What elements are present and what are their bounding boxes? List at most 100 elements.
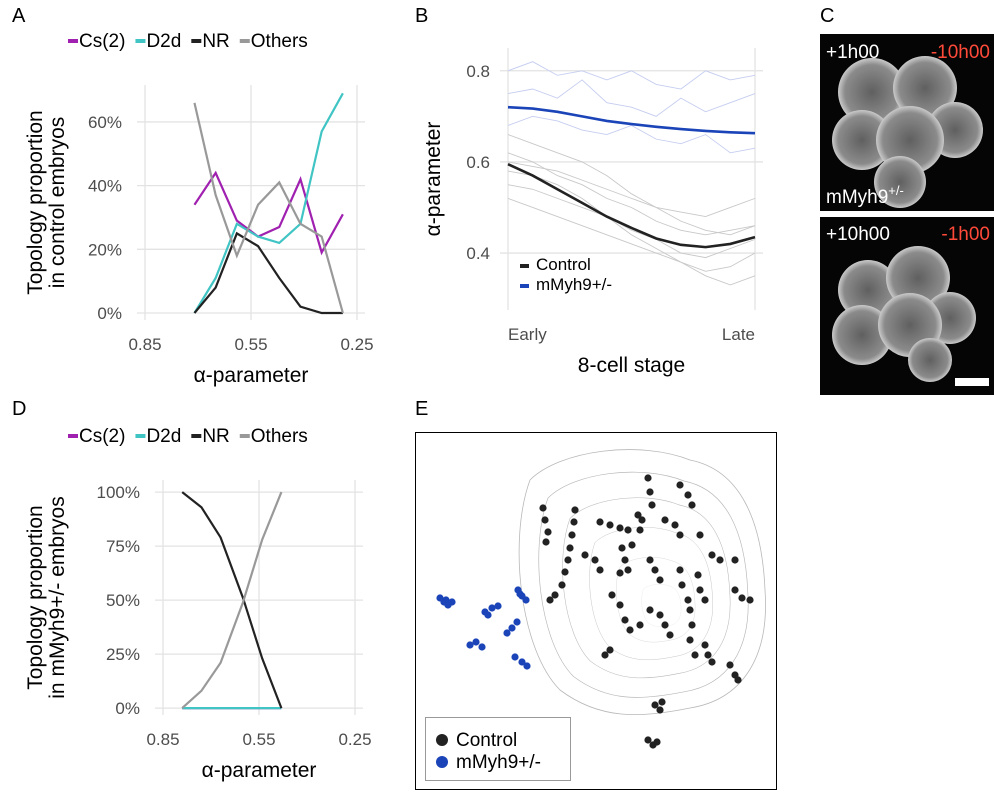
point [684, 596, 692, 604]
point [636, 621, 644, 629]
legend-swatch [68, 39, 78, 43]
point [581, 551, 589, 559]
series-line [507, 163, 756, 249]
point [691, 651, 699, 659]
point [646, 556, 654, 564]
point [616, 601, 624, 609]
point [616, 569, 624, 577]
legend-label: mMyh9+/- [536, 275, 612, 294]
legend-marker [436, 756, 448, 768]
point [696, 586, 704, 594]
legend-swatch [239, 39, 250, 43]
x-axis-title: 8-cell stage [578, 354, 685, 377]
x-tick-label: 0.55 [242, 730, 275, 749]
point [624, 526, 632, 534]
point [646, 606, 654, 614]
trace-line [507, 61, 756, 90]
point [656, 706, 664, 714]
point [746, 596, 754, 604]
x-tick-label: 0.25 [338, 730, 371, 749]
x-tick-label: 0.25 [340, 335, 373, 354]
point [503, 629, 511, 637]
point [656, 576, 664, 584]
y-axis-title: Topology proportion [24, 110, 47, 294]
trace-line [507, 161, 756, 218]
legend-label: Cs(2) [79, 31, 125, 52]
series-line [507, 105, 756, 135]
point [522, 596, 530, 604]
trace-line [507, 152, 756, 236]
point [472, 638, 480, 646]
y-tick-label: 20% [88, 240, 122, 259]
panel-letter: C [820, 5, 834, 27]
legend-swatch [135, 434, 146, 438]
trace-line [507, 79, 756, 117]
series-line [181, 491, 283, 709]
scale-bar [955, 378, 989, 386]
point [523, 662, 531, 670]
y-tick-label: 0% [97, 304, 122, 323]
trace-line [507, 184, 756, 259]
point [591, 556, 599, 564]
series-line [193, 231, 343, 315]
point [671, 521, 679, 529]
point [596, 518, 604, 526]
y-tick-label: 0.8 [466, 62, 490, 81]
point [544, 528, 552, 536]
point [618, 544, 626, 552]
point [734, 676, 742, 684]
x-axis-title: α-parameter [202, 759, 317, 782]
legend-swatch [135, 39, 146, 43]
series-line [193, 102, 344, 314]
point [616, 524, 624, 532]
point [566, 544, 574, 552]
x-tick-label: Late [722, 325, 755, 344]
point [539, 504, 547, 512]
point [646, 488, 654, 496]
time-label: -10h00 [931, 42, 990, 63]
trace-line [507, 170, 756, 272]
point [686, 606, 694, 614]
panel-letter: A [12, 5, 26, 27]
point [478, 643, 486, 651]
trace-line [507, 134, 756, 236]
genotype-sup: +/- [888, 183, 904, 198]
point [546, 596, 554, 604]
density-contours [518, 449, 766, 715]
point [541, 516, 549, 524]
legend-swatch [68, 434, 78, 438]
point [494, 602, 502, 610]
legend-label: D2d [146, 31, 181, 52]
panel-letter: B [415, 5, 428, 27]
legend-label: D2d [146, 426, 181, 447]
point [570, 518, 578, 526]
point [542, 538, 550, 546]
legend-label: Cs(2) [79, 426, 125, 447]
y-axis-title: in mMyh9+/- embryos [46, 496, 69, 698]
point [516, 590, 524, 598]
panel-letter: D [12, 398, 26, 420]
point [638, 516, 646, 524]
legend-label: mMyh9+/- [456, 752, 541, 773]
trace-line [507, 115, 756, 154]
legend-swatch [239, 434, 250, 438]
point [518, 658, 526, 666]
point [551, 591, 559, 599]
embryo [832, 246, 976, 382]
point [658, 698, 666, 706]
y-axis-title: α-parameter [422, 122, 445, 237]
point [731, 556, 739, 564]
point [484, 611, 492, 619]
point [626, 626, 634, 634]
point [704, 651, 712, 659]
point [666, 631, 674, 639]
point [571, 506, 579, 514]
series-line [181, 491, 283, 709]
point [606, 646, 614, 654]
legend-label: Control [456, 730, 517, 751]
point [694, 571, 702, 579]
time-label: +10h00 [826, 224, 890, 245]
point [561, 568, 569, 576]
legend-label: Control [536, 255, 591, 274]
x-tick-label: 0.55 [234, 335, 267, 354]
